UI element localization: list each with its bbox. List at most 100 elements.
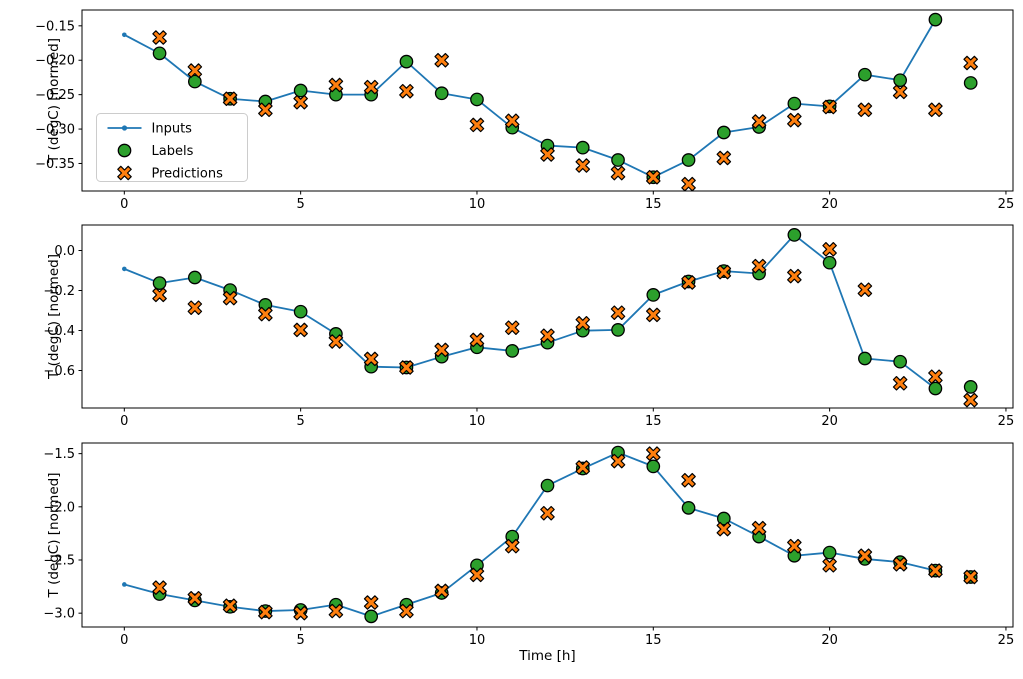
y-tick-label: −0.4 (43, 324, 75, 339)
x-tick-label: 0 (120, 414, 128, 429)
predictions-marker (963, 569, 978, 585)
x-axis-label: Time [h] (518, 648, 575, 664)
labels-marker (364, 609, 379, 624)
predictions-marker (540, 505, 555, 521)
y-tick-label: −2.5 (43, 553, 75, 568)
predictions-marker (857, 102, 873, 118)
predictions-marker (610, 165, 626, 181)
y-tick-label: −0.2 (43, 284, 75, 299)
labels-marker (540, 478, 555, 493)
predictions-marker (787, 268, 802, 284)
labels-marker (646, 459, 661, 474)
predictions-marker (469, 332, 485, 348)
inputs-dot-marker (122, 32, 127, 38)
axes-frame (81, 9, 1014, 192)
labels-marker (187, 74, 202, 89)
predictions-marker (963, 392, 978, 408)
predictions-marker (222, 290, 238, 306)
predictions-marker (187, 590, 203, 606)
predictions-marker (646, 307, 661, 323)
labels-marker (152, 46, 167, 61)
predictions-marker (928, 369, 943, 384)
labels-marker (822, 545, 837, 560)
x-tick-label: 5 (297, 197, 305, 212)
predictions-marker (363, 595, 379, 610)
y-axis-label: T (degC) [normed] (46, 38, 62, 164)
predictions-marker (258, 604, 273, 620)
labels-marker (787, 96, 802, 111)
predictions-marker (681, 472, 696, 488)
predictions-marker (787, 538, 802, 554)
predictions-marker (716, 521, 732, 537)
predictions-marker (152, 580, 167, 595)
predictions-marker (187, 63, 203, 78)
predictions-marker (540, 328, 555, 343)
predictions-marker (751, 258, 767, 274)
x-tick-label: 20 (821, 414, 838, 429)
predictions-marker (928, 563, 943, 578)
predictions-marker (152, 30, 167, 45)
predictions-marker (399, 83, 414, 99)
x-tick-label: 10 (469, 414, 486, 429)
predictions-marker (434, 52, 449, 68)
labels-marker (399, 54, 414, 69)
predictions-marker (363, 79, 379, 95)
predictions-marker (258, 102, 273, 118)
legend-entry: Predictions (117, 165, 224, 182)
legend-entry-label: Predictions (152, 167, 224, 182)
y-tick-label: −1.5 (43, 447, 75, 462)
predictions-marker (328, 603, 344, 619)
y-axis-label: T (degC) [normed] (46, 473, 62, 599)
predictions-marker (892, 556, 908, 572)
predictions-marker (469, 117, 485, 133)
predictions-marker (293, 94, 308, 110)
x-tick-label: 5 (297, 633, 305, 648)
y-tick-label: −0.6 (43, 364, 75, 379)
predictions-marker (399, 360, 414, 375)
x-tick-label: 15 (645, 633, 662, 648)
predictions-marker (575, 316, 591, 331)
labels-marker (611, 153, 625, 167)
predictions-marker (504, 538, 520, 554)
x-tick-label: 25 (998, 414, 1015, 429)
predictions-marker (434, 342, 449, 358)
inputs-dot-marker (122, 582, 127, 587)
labels-marker (611, 323, 625, 337)
labels-marker (681, 501, 696, 515)
labels-marker (893, 354, 908, 369)
legend: Inputs Labels Predictions (96, 113, 248, 182)
predictions-marker (787, 112, 802, 128)
labels-marker (505, 344, 520, 358)
predictions-marker (681, 176, 696, 192)
predictions-marker (540, 147, 555, 162)
predictions-marker (504, 113, 520, 129)
x-tick-label: 20 (821, 197, 838, 212)
labels-marker (893, 73, 908, 88)
predictions-marker (434, 583, 449, 599)
predictions-marker (328, 77, 344, 93)
legend-entry: Labels (117, 143, 194, 159)
predictions-marker (963, 55, 978, 71)
predictions-marker (575, 158, 591, 173)
x-tick-label: 10 (469, 197, 486, 212)
labels-marker (822, 255, 837, 270)
x-tick-label: 25 (998, 197, 1015, 212)
x-tick-label: 10 (469, 633, 486, 648)
y-tick-label: −3.0 (43, 607, 75, 622)
labels-marker (928, 381, 943, 396)
x-tick-label: 15 (645, 414, 662, 429)
x-tick-label: 15 (645, 197, 662, 212)
predictions-marker (716, 264, 732, 280)
labels-marker (858, 67, 872, 82)
legend-entry-label: Labels (152, 144, 194, 159)
predictions-marker (258, 306, 273, 322)
subplot-bottom: 0 5 10 15 20 25 −1.5 −2.0 −2.5 −3.0 T (degC) [norm… (43, 442, 1014, 664)
labels-marker (152, 276, 167, 290)
y-axis-label: T (degC) [normed] (46, 254, 62, 380)
predictions-marker (187, 300, 203, 315)
labels-marker (293, 304, 308, 319)
y-tick-label: −0.30 (35, 123, 75, 138)
labels-marker (681, 153, 696, 167)
labels-marker (716, 511, 731, 526)
